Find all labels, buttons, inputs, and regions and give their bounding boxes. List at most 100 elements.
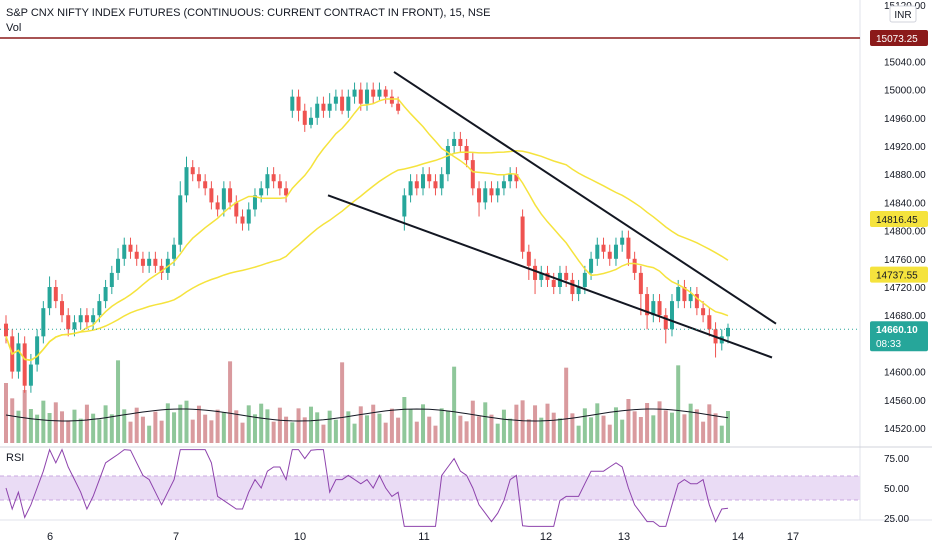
volume-bar	[78, 418, 83, 443]
candle-body	[495, 188, 500, 196]
candle-body	[663, 315, 668, 330]
candle-body	[414, 181, 419, 189]
volume-bar	[53, 402, 58, 443]
volume-bar	[607, 424, 612, 443]
candle-body	[688, 294, 693, 302]
candle-body	[252, 195, 257, 210]
volume-bar	[116, 360, 121, 443]
candle-body	[539, 272, 544, 280]
candle-body	[140, 258, 145, 266]
volume-bar	[228, 361, 233, 443]
volume-bar	[259, 403, 264, 443]
candle-body	[607, 251, 612, 259]
candle-body	[651, 301, 656, 316]
candle-body	[97, 301, 102, 316]
candle-body	[439, 174, 444, 189]
volume-bar	[209, 420, 214, 443]
rsi-path	[5, 448, 729, 527]
upper-trendline	[393, 71, 777, 325]
candle-body	[589, 258, 594, 273]
volume-bar	[433, 425, 438, 443]
volume-bar	[221, 412, 226, 443]
volume-bar	[240, 422, 245, 443]
rsi-label: RSI	[6, 452, 24, 464]
volume-bar	[452, 366, 457, 443]
volume-bar	[439, 408, 444, 443]
candle-body	[228, 188, 233, 203]
chart-title: S&P CNX NIFTY INDEX FUTURES (CONTINUOUS:…	[6, 7, 490, 19]
volume-bar	[178, 404, 183, 443]
candle-body	[215, 202, 220, 210]
candle-body	[383, 89, 388, 97]
candle-body	[203, 181, 208, 189]
ma-upper-badge: 14816.45	[876, 215, 918, 226]
price-tick-label: 15040.00	[884, 57, 926, 68]
candle-body	[620, 237, 625, 245]
volume-bar	[352, 423, 357, 443]
volume-bar	[421, 404, 426, 443]
time-axis: 6 7 10 11 12 13 14 17	[47, 531, 799, 543]
candle-body	[595, 244, 600, 259]
candle-body	[533, 265, 538, 280]
candle-body	[28, 364, 33, 386]
candle-body	[246, 209, 251, 224]
candle-body	[408, 181, 413, 196]
volume-bar	[284, 416, 289, 443]
candle-body	[103, 287, 108, 302]
candle-body	[84, 315, 89, 323]
candle-body	[16, 343, 21, 372]
volume-bar	[321, 424, 326, 443]
candle-body	[240, 216, 245, 224]
volume-bars	[4, 360, 730, 443]
candle-body	[358, 89, 363, 104]
volume-bar	[564, 367, 569, 443]
volume-bar	[719, 425, 724, 443]
volume-bar	[414, 421, 419, 443]
volume-bar	[663, 410, 668, 443]
volume-bar	[408, 409, 413, 443]
volume-bar	[271, 421, 276, 443]
candle-body	[694, 294, 699, 309]
volume-bar	[290, 422, 295, 443]
candle-body	[147, 258, 152, 266]
candle-body	[645, 294, 650, 316]
candle-body	[340, 96, 345, 111]
volume-bar	[22, 390, 27, 443]
rsi-tick-label: 75.00	[884, 454, 909, 465]
candle-body	[47, 287, 52, 309]
currency-box[interactable]	[889, 5, 917, 23]
volume-ma-line	[5, 408, 729, 422]
candle-body	[196, 174, 201, 182]
candle-body	[91, 315, 96, 323]
volume-bar	[495, 423, 500, 443]
volume-bar	[134, 407, 139, 443]
volume-bar	[383, 422, 388, 443]
volume-bar	[109, 414, 114, 443]
candle-body	[570, 279, 575, 295]
candle-body	[321, 103, 326, 111]
volume-bar	[601, 415, 606, 443]
candle-body	[458, 138, 463, 146]
candle-body	[178, 195, 183, 245]
candle-body	[470, 160, 475, 189]
volume-bar	[302, 417, 307, 443]
volume-bar	[427, 416, 432, 443]
countdown-badge: 08:33	[876, 339, 901, 350]
last-price-badge: 14660.10	[876, 325, 918, 336]
candle-body	[445, 146, 450, 175]
candle-body	[315, 103, 320, 118]
volume-bar	[707, 404, 712, 443]
volume-bar	[153, 411, 158, 443]
volume-bar	[582, 408, 587, 443]
candle-body	[626, 237, 631, 259]
price-tick-label: 14720.00	[884, 283, 926, 294]
price-tick-label: 14520.00	[884, 424, 926, 435]
volume-bar	[140, 416, 145, 443]
candle-body	[701, 308, 706, 316]
volume-bar	[296, 408, 301, 443]
volume-bar	[215, 409, 220, 443]
trendlines	[327, 71, 777, 359]
candle-body	[308, 117, 313, 125]
candle-body	[576, 287, 581, 295]
